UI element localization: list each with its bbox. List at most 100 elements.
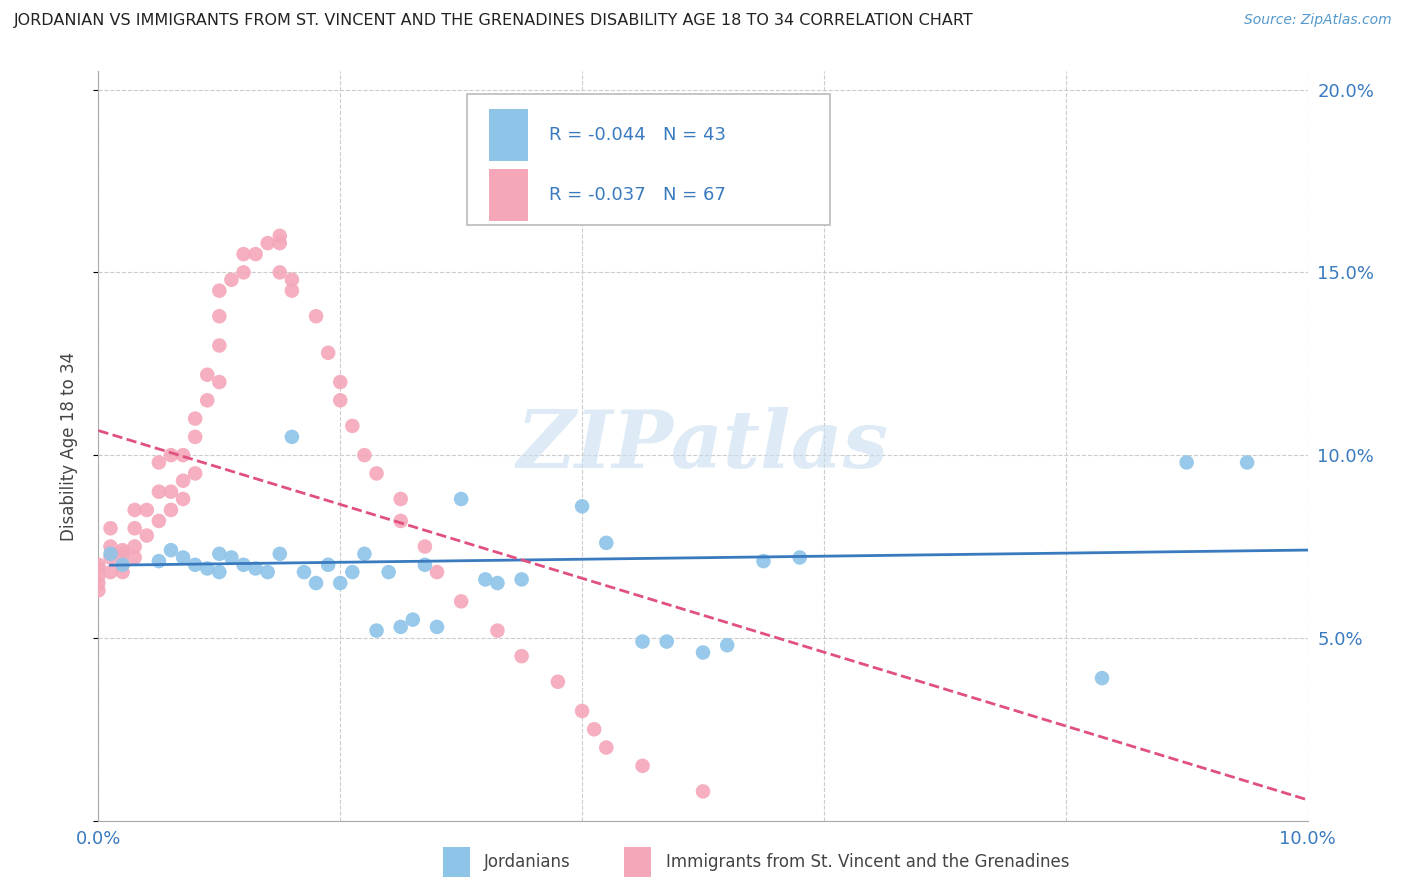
Point <box>172 550 194 565</box>
Point <box>100 550 122 565</box>
Point <box>571 704 593 718</box>
Point <box>269 228 291 243</box>
Point <box>111 558 134 572</box>
Bar <box>443 847 470 877</box>
Point <box>316 558 339 572</box>
Point <box>389 514 412 528</box>
Point <box>389 620 412 634</box>
Text: Source: ZipAtlas.com: Source: ZipAtlas.com <box>1244 13 1392 28</box>
Point <box>232 558 254 572</box>
Point <box>256 565 278 579</box>
Point <box>595 536 617 550</box>
Point <box>450 594 472 608</box>
Point <box>692 646 714 660</box>
Point <box>208 547 231 561</box>
Text: R = -0.044   N = 43: R = -0.044 N = 43 <box>550 126 727 144</box>
Point <box>402 613 425 627</box>
Point <box>184 558 207 572</box>
Point <box>413 558 436 572</box>
Point <box>329 576 352 591</box>
Y-axis label: Disability Age 18 to 34: Disability Age 18 to 34 <box>59 351 77 541</box>
Point <box>292 565 315 579</box>
Point <box>232 247 254 261</box>
Point <box>160 503 183 517</box>
Point <box>281 284 304 298</box>
Point <box>256 236 278 251</box>
Point <box>269 236 291 251</box>
Point <box>486 576 509 591</box>
Text: R = -0.037   N = 67: R = -0.037 N = 67 <box>550 186 727 204</box>
Point <box>426 620 449 634</box>
Point <box>184 411 207 425</box>
Point <box>366 467 388 481</box>
Point <box>474 573 496 587</box>
Point <box>111 565 134 579</box>
Point <box>486 624 509 638</box>
Point <box>329 393 352 408</box>
Point <box>148 514 170 528</box>
Point <box>342 565 364 579</box>
Point <box>329 375 352 389</box>
Point <box>208 310 231 324</box>
Point <box>595 740 617 755</box>
Point <box>221 550 243 565</box>
Point <box>353 547 375 561</box>
Point <box>135 528 157 542</box>
Point <box>389 491 412 506</box>
Point <box>245 247 267 261</box>
Point <box>631 634 654 648</box>
Point <box>111 558 134 572</box>
Point <box>232 265 254 279</box>
Point <box>100 521 122 535</box>
Point <box>716 638 738 652</box>
Text: ZIPatlas: ZIPatlas <box>517 408 889 484</box>
Point <box>523 152 546 166</box>
Point <box>184 430 207 444</box>
Point <box>366 624 388 638</box>
Point <box>353 448 375 462</box>
Point <box>269 265 291 279</box>
Point <box>631 759 654 773</box>
Point <box>111 547 134 561</box>
Point <box>100 540 122 554</box>
Point <box>281 430 304 444</box>
Text: JORDANIAN VS IMMIGRANTS FROM ST. VINCENT AND THE GRENADINES DISABILITY AGE 18 TO: JORDANIAN VS IMMIGRANTS FROM ST. VINCENT… <box>14 13 974 29</box>
Point <box>426 565 449 579</box>
Point <box>377 565 399 579</box>
Point <box>571 500 593 514</box>
Point <box>510 649 533 664</box>
Point <box>124 503 146 517</box>
Point <box>100 547 122 561</box>
Point <box>135 503 157 517</box>
Point <box>195 393 218 408</box>
Point <box>160 448 183 462</box>
Point <box>305 310 328 324</box>
Point <box>1175 455 1198 469</box>
Point <box>87 568 110 582</box>
Point <box>148 484 170 499</box>
Point <box>208 565 231 579</box>
Point <box>148 455 170 469</box>
Point <box>316 346 339 360</box>
Point <box>87 558 110 572</box>
Point <box>208 338 231 352</box>
Point <box>692 784 714 798</box>
Point <box>160 484 183 499</box>
Point <box>124 550 146 565</box>
Point <box>450 491 472 506</box>
Point <box>583 723 606 737</box>
Point <box>752 554 775 568</box>
Point <box>269 547 291 561</box>
Point <box>208 284 231 298</box>
Text: Immigrants from St. Vincent and the Grenadines: Immigrants from St. Vincent and the Gren… <box>665 853 1069 871</box>
Point <box>172 491 194 506</box>
Point <box>1091 671 1114 685</box>
Point <box>160 543 183 558</box>
Point <box>195 561 218 575</box>
Point <box>195 368 218 382</box>
FancyBboxPatch shape <box>467 94 830 225</box>
Point <box>305 576 328 591</box>
Point <box>184 467 207 481</box>
Point <box>655 634 678 648</box>
Bar <box>489 109 527 161</box>
